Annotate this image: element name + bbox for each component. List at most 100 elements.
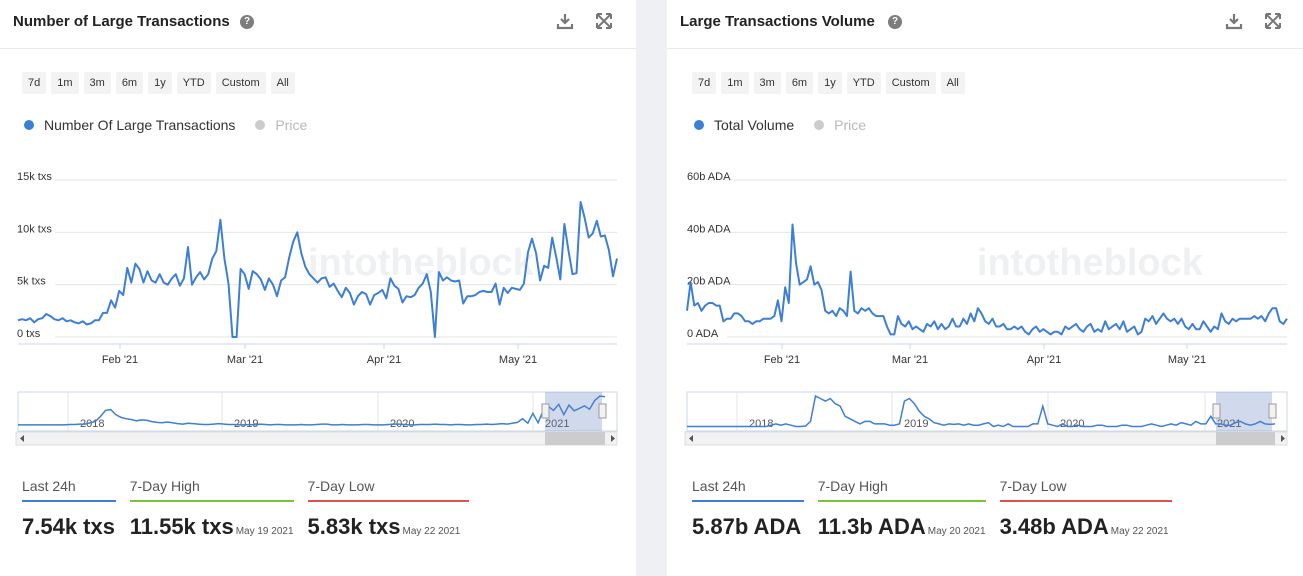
legend-label: Price	[275, 117, 308, 133]
chart-legend: Number Of Large Transactions Price	[24, 117, 327, 133]
stats-row: Last 24h 5.87b ADA 7-Day High 11.3b ADA M…	[692, 478, 1186, 540]
watermark: intotheblock	[977, 242, 1204, 284]
stat-value: 11.3b ADA May 20 2021	[818, 514, 986, 540]
stat-last-24h: Last 24h 7.54k txs	[22, 478, 116, 540]
range-ytd-button[interactable]: YTD	[846, 72, 881, 94]
stat-number: 7.54k txs	[22, 514, 115, 539]
stat-value: 3.48b ADA May 22 2021	[1000, 514, 1173, 540]
legend-item-series[interactable]: Number Of Large Transactions	[24, 117, 235, 133]
x-tick-label: Feb '21	[764, 354, 800, 366]
panel-gutter	[636, 0, 667, 576]
navigator-line	[687, 394, 1276, 428]
watermark: intotheblock	[308, 242, 535, 284]
x-tick-label: Mar '21	[227, 354, 263, 366]
navigator-line	[18, 395, 606, 426]
stat-value: 5.87b ADA	[692, 514, 804, 540]
stat-7day-high: 7-Day High 11.55k txs May 19 2021	[129, 478, 294, 540]
stat-number: 5.83k txs	[307, 514, 401, 539]
stat-label: Last 24h	[22, 478, 116, 502]
range-custom-button[interactable]: Custom	[215, 72, 266, 94]
navigator-handle	[1212, 403, 1221, 419]
help-icon[interactable]: ?	[240, 15, 254, 29]
range-6m-button[interactable]: 6m	[785, 72, 814, 94]
scroll-right-icon	[611, 435, 615, 442]
stat-number: 11.55k txs	[129, 514, 234, 539]
series-line	[686, 223, 1288, 336]
x-tick-label: Apr '21	[1027, 354, 1062, 366]
line-chart: intotheblock 0 txs 5k txs 10k txs 15k txs Feb…	[15, 171, 618, 446]
range-1y-button[interactable]: 1y	[818, 72, 842, 94]
stat-value: 5.83k txs May 22 2021	[308, 514, 470, 540]
range-7d-button[interactable]: 7d	[22, 72, 47, 94]
range-7d-button[interactable]: 7d	[692, 72, 717, 94]
stat-date: May 20 2021	[927, 526, 986, 537]
x-tick-label: Mar '21	[892, 354, 928, 366]
help-icon[interactable]: ?	[888, 15, 902, 29]
panel-large-transactions-volume: Large Transactions Volume ? 7d 1m 3m 6m …	[667, 0, 1303, 576]
y-tick-label: 40b ADA	[687, 223, 731, 235]
range-all-button[interactable]: All	[270, 72, 295, 94]
stat-value: 7.54k txs	[22, 514, 116, 540]
navigator-handle	[541, 403, 550, 419]
range-1m-button[interactable]: 1m	[51, 72, 79, 94]
chart-legend: Total Volume Price	[694, 117, 886, 133]
legend-dot	[694, 120, 704, 130]
navigator-frame	[686, 391, 1288, 432]
navigator-handle	[598, 403, 607, 419]
navigator-selection	[1216, 392, 1272, 431]
range-all-button[interactable]: All	[940, 72, 965, 94]
stat-label: Last 24h	[692, 478, 804, 502]
x-tick-label: May '21	[1168, 354, 1206, 366]
range-selector: 7d 1m 3m 6m 1y YTD Custom All	[22, 72, 300, 94]
scrollbar-track	[15, 431, 618, 446]
range-3m-button[interactable]: 3m	[753, 72, 781, 94]
legend-item-price[interactable]: Price	[255, 117, 307, 133]
panel-title: Number of Large Transactions	[13, 13, 230, 30]
stat-label: 7-Day High	[817, 478, 986, 502]
range-1y-button[interactable]: 1y	[148, 72, 172, 94]
navigator-label: 2019	[904, 418, 928, 430]
y-tick-label: 15k txs	[17, 171, 52, 183]
panel-large-transactions-count: Number of Large Transactions ? 7d 1m 3m …	[0, 0, 636, 576]
stat-last-24h: Last 24h 5.87b ADA	[692, 478, 804, 540]
navigator-handle	[1268, 403, 1277, 419]
download-icon[interactable]	[1225, 12, 1245, 32]
y-tick-label: 0 ADA	[687, 328, 719, 340]
range-selector: 7d 1m 3m 6m 1y YTD Custom All	[692, 72, 970, 94]
x-tick-label: Feb '21	[102, 354, 138, 366]
range-3m-button[interactable]: 3m	[83, 72, 111, 94]
expand-icon[interactable]	[1264, 12, 1284, 32]
stat-label: 7-Day Low	[999, 478, 1173, 502]
navigator-label: 2021	[1217, 418, 1241, 430]
legend-item-price[interactable]: Price	[814, 117, 866, 133]
legend-item-series[interactable]: Total Volume	[694, 117, 794, 133]
range-1m-button[interactable]: 1m	[721, 72, 749, 94]
y-tick-label: 60b ADA	[687, 171, 731, 183]
line-chart: intotheblock 0 ADA 20b ADA 40b ADA 60b ADA Fe…	[684, 171, 1288, 446]
navigator-label: 2020	[1060, 418, 1084, 430]
y-tick-label: 5k txs	[17, 276, 46, 288]
stat-date: May 22 2021	[402, 526, 461, 537]
navigator-selection	[545, 392, 602, 431]
legend-label: Number Of Large Transactions	[44, 117, 236, 133]
x-tick-label: May '21	[499, 354, 537, 366]
x-tick-label: Apr '21	[367, 354, 402, 366]
download-icon[interactable]	[556, 12, 576, 32]
legend-label: Price	[834, 117, 867, 133]
stat-7day-high: 7-Day High 11.3b ADA May 20 2021	[817, 478, 986, 540]
stat-number: 5.87b ADA	[692, 514, 802, 539]
scrollbar-track	[684, 431, 1288, 446]
range-ytd-button[interactable]: YTD	[176, 72, 211, 94]
panel-header: Number of Large Transactions ?	[0, 0, 636, 49]
panel-header: Large Transactions Volume ?	[667, 0, 1303, 49]
range-custom-button[interactable]: Custom	[885, 72, 936, 94]
navigator-label: 2018	[80, 418, 104, 430]
stat-7day-low: 7-Day Low 5.83k txs May 22 2021	[307, 478, 470, 540]
stat-number: 11.3b ADA	[817, 514, 926, 539]
range-6m-button[interactable]: 6m	[115, 72, 144, 94]
y-tick-label: 10k txs	[17, 223, 52, 235]
legend-dot	[255, 120, 266, 130]
legend-dot	[24, 120, 34, 130]
expand-icon[interactable]	[595, 12, 615, 32]
scrollbar-thumb	[1216, 432, 1275, 445]
